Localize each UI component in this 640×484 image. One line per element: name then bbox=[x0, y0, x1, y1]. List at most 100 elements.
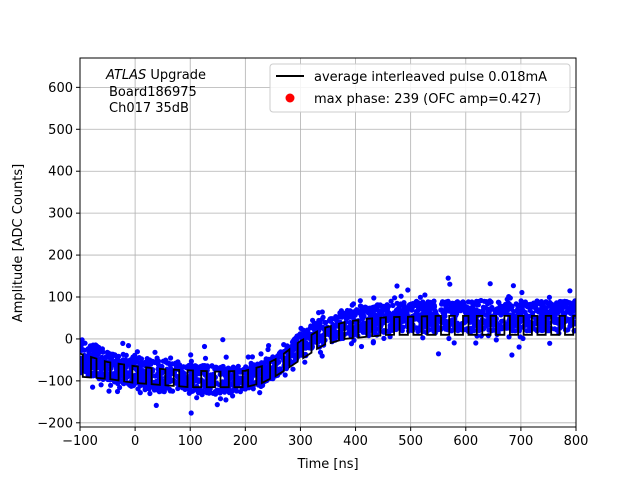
scatter-point bbox=[445, 275, 451, 281]
scatter-point bbox=[533, 305, 539, 311]
scatter-point bbox=[439, 299, 446, 305]
scatter-point bbox=[347, 308, 353, 314]
scatter-point bbox=[108, 353, 114, 359]
scatter-point bbox=[442, 313, 448, 319]
scatter-point bbox=[202, 355, 209, 361]
scatter-point bbox=[515, 306, 521, 312]
annotation: ATLAS Upgrade Board186975 Ch017 35dB bbox=[105, 68, 206, 116]
scatter-point bbox=[105, 376, 111, 383]
scatter-point bbox=[302, 359, 308, 365]
scatter-point bbox=[531, 321, 537, 327]
scatter-point bbox=[147, 390, 153, 397]
scatter-point bbox=[292, 341, 298, 347]
scatter-point bbox=[156, 389, 162, 395]
scatter-point bbox=[565, 307, 571, 313]
scatter-point bbox=[518, 324, 524, 330]
x-axis-label: Time [ns] bbox=[296, 457, 358, 472]
y-tick-label: 0 bbox=[65, 332, 73, 347]
scatter-point bbox=[478, 297, 484, 304]
scatter-point bbox=[390, 302, 396, 309]
y-tick-label: 600 bbox=[48, 81, 73, 96]
scatter-point bbox=[114, 388, 121, 395]
scatter-point bbox=[414, 316, 420, 322]
scatter-point bbox=[91, 370, 97, 376]
scatter-point bbox=[188, 410, 194, 416]
annotation-line-1: ATLAS Upgrade bbox=[105, 68, 206, 83]
y-tick-label: −200 bbox=[37, 416, 73, 431]
x-axis-ticks: −100 0 100 200 300 400 500 600 700 800 bbox=[62, 427, 588, 449]
scatter-point bbox=[160, 358, 166, 364]
scatter-point bbox=[473, 340, 479, 346]
scatter-point bbox=[150, 358, 156, 364]
scatter-point bbox=[469, 306, 475, 312]
scatter-point bbox=[509, 328, 515, 334]
scatter-point bbox=[125, 343, 132, 349]
scatter-point bbox=[180, 380, 186, 386]
scatter-point bbox=[349, 302, 355, 308]
scatter-point bbox=[159, 363, 165, 369]
scatter-point bbox=[298, 325, 304, 331]
scatter-point bbox=[408, 301, 414, 307]
scatter-point bbox=[129, 360, 135, 366]
scatter-point bbox=[439, 307, 445, 313]
scatter-point bbox=[82, 368, 88, 375]
scatter-point bbox=[551, 317, 557, 323]
scatter-point bbox=[442, 321, 448, 327]
scatter-point bbox=[249, 354, 255, 360]
scatter-point bbox=[290, 366, 296, 372]
scatter-point bbox=[226, 390, 232, 396]
scatter-point bbox=[104, 349, 110, 355]
scatter-point bbox=[194, 395, 200, 401]
scatter-point bbox=[245, 354, 251, 360]
y-tick-label: 100 bbox=[48, 291, 73, 306]
scatter-point bbox=[371, 295, 377, 301]
scatter-point bbox=[258, 351, 264, 357]
scatter-point bbox=[525, 320, 531, 326]
legend-entry-max-phase: max phase: 239 (OFC amp=0.427) bbox=[314, 92, 541, 107]
scatter-point bbox=[217, 396, 224, 402]
scatter-point bbox=[498, 312, 504, 318]
legend: average interleaved pulse 0.018mA max ph… bbox=[269, 63, 571, 113]
scatter-point bbox=[117, 384, 123, 391]
y-tick-label: 300 bbox=[48, 207, 73, 222]
scatter-point bbox=[92, 346, 98, 352]
scatter-point bbox=[480, 310, 486, 316]
scatter-point bbox=[146, 386, 152, 392]
x-tick-label: 800 bbox=[564, 434, 589, 449]
x-tick-label: 600 bbox=[453, 434, 478, 449]
scatter-point bbox=[283, 366, 289, 372]
scatter-point bbox=[519, 304, 525, 310]
scatter-point bbox=[531, 300, 537, 306]
scatter-point bbox=[538, 310, 544, 316]
x-tick-label: −100 bbox=[62, 434, 98, 449]
scatter-point bbox=[146, 358, 152, 364]
scatter-point bbox=[265, 346, 271, 353]
scatter-point bbox=[212, 366, 218, 372]
scatter-point bbox=[201, 343, 208, 350]
scatter-point bbox=[546, 328, 552, 334]
scatter-point bbox=[510, 283, 516, 289]
scatter-point bbox=[142, 385, 148, 391]
average-pulse-line bbox=[80, 315, 576, 389]
scatter-point bbox=[567, 300, 573, 306]
scatter-point bbox=[409, 307, 415, 313]
annotation-line-2: Board186975 bbox=[109, 85, 197, 100]
scatter-point bbox=[193, 378, 199, 384]
scatter-point bbox=[138, 356, 145, 362]
scatter-point bbox=[485, 306, 491, 312]
scatter-point bbox=[387, 311, 393, 317]
scatter-point bbox=[91, 350, 97, 356]
scatter-point bbox=[512, 313, 519, 319]
scatter-point bbox=[384, 306, 390, 312]
scatter-point bbox=[98, 382, 104, 388]
scatter-point bbox=[413, 300, 420, 306]
scatter-point bbox=[402, 315, 408, 321]
scatter-point bbox=[194, 383, 200, 389]
scatter-point bbox=[415, 328, 421, 334]
scatter-point bbox=[372, 330, 378, 336]
x-tick-label: 200 bbox=[233, 434, 258, 449]
scatter-point bbox=[420, 335, 426, 341]
scatter-point bbox=[552, 304, 558, 310]
scatter-point bbox=[339, 325, 345, 331]
